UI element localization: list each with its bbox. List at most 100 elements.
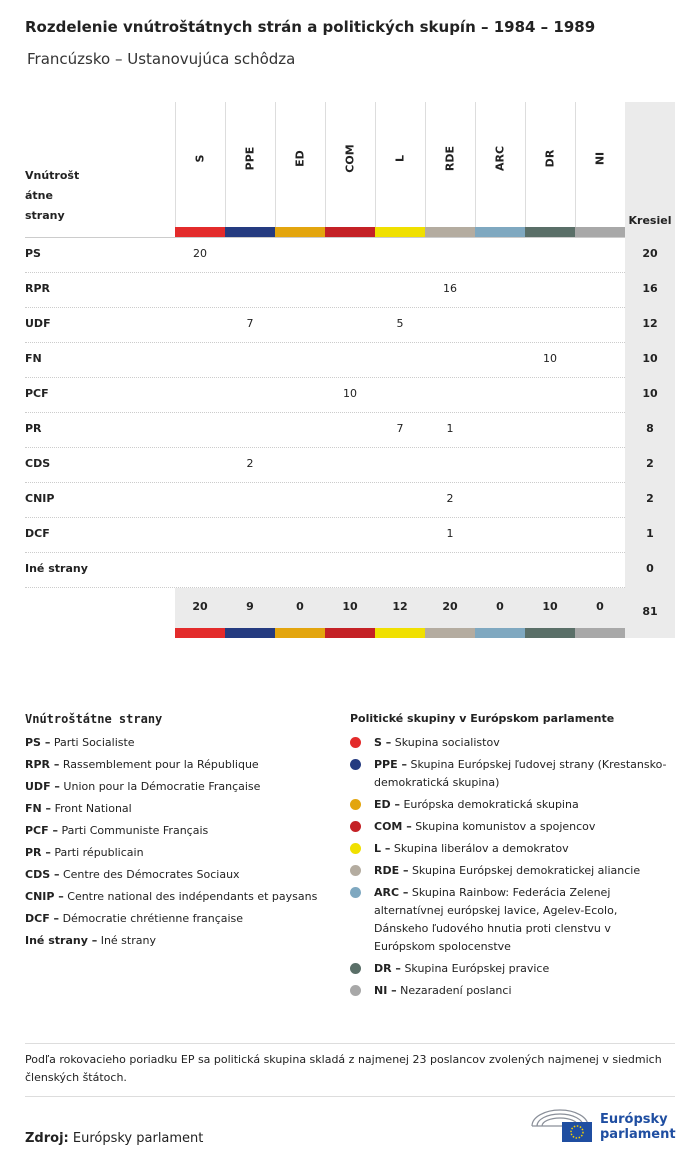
row-total: 0 — [646, 562, 654, 575]
subtitle: Francúzsko – Ustanovujúca schôdza — [27, 50, 296, 68]
legend-name: Rassemblement pour la République — [62, 758, 259, 771]
cell: 10 — [343, 387, 357, 400]
row-total: 8 — [646, 422, 654, 435]
legend-abbr: RPR – — [25, 758, 60, 771]
totals-row-bg — [175, 588, 625, 628]
color-bar — [325, 227, 375, 237]
row-total: 10 — [642, 387, 658, 400]
column-divider — [325, 102, 326, 227]
legend-abbr: CNIP – — [25, 890, 64, 903]
legend-name: Skupina Európskej pravice — [404, 962, 550, 975]
column-total: 0 — [496, 600, 504, 613]
cell: 1 — [446, 422, 454, 435]
legend-name: Skupina Európskej demokratickej aliancie — [411, 864, 641, 877]
legend-name: Skupina liberálov a demokratov — [393, 842, 569, 855]
source-text: Európsky parlament — [72, 1131, 204, 1146]
row-line — [25, 377, 625, 378]
column-header: DR — [543, 149, 557, 168]
cell: 7 — [396, 422, 404, 435]
column-total: 9 — [246, 600, 254, 613]
legend-abbr: PCF – — [25, 824, 58, 837]
color-bar — [475, 227, 525, 237]
column-total: 10 — [342, 600, 358, 613]
cell: 2 — [246, 457, 254, 470]
legend-abbr: S – — [374, 736, 392, 749]
column-total: 10 — [542, 600, 558, 613]
legend-abbr: NI – — [374, 984, 397, 997]
color-bar — [375, 227, 425, 237]
legend-name: Skupina komunistov a spojencov — [415, 820, 596, 833]
legend-item: ED – Európska demokratická skupina — [350, 796, 675, 814]
legend-abbr: Iné strany – — [25, 934, 98, 947]
column-header: NI — [593, 151, 607, 166]
row-line — [25, 552, 625, 553]
legend-abbr: DR – — [374, 962, 401, 975]
color-bar — [225, 227, 275, 237]
logo-line: Európsky — [600, 1112, 668, 1127]
legend-dot — [350, 865, 361, 876]
color-bar — [275, 628, 325, 638]
color-bar — [375, 628, 425, 638]
row-total: 2 — [646, 457, 654, 470]
column-header: ARC — [493, 145, 507, 172]
legend-item: DR – Skupina Európskej pravice — [350, 960, 675, 978]
grand-total: 81 — [642, 605, 658, 618]
column-total: 20 — [442, 600, 458, 613]
row-total: 1 — [646, 527, 654, 540]
legend-abbr: PPE – — [374, 758, 407, 771]
column-header: COM — [343, 144, 357, 173]
legend-title: Politické skupiny v Európskom parlamente — [350, 712, 615, 725]
national-legend: Vnútroštátne strany PS – Parti Socialist… — [25, 710, 335, 954]
row-line — [25, 307, 625, 308]
legend-item: CNIP – Centre national des indépendants … — [25, 888, 335, 906]
divider — [25, 1096, 675, 1097]
cell: 5 — [396, 317, 404, 330]
legend-name: Nezaradení poslanci — [400, 984, 512, 997]
column-header: ED — [293, 150, 307, 167]
legend-item: PR – Parti républicain — [25, 844, 335, 862]
legend-name: Front National — [54, 802, 132, 815]
cell: 2 — [446, 492, 454, 505]
column-divider — [175, 102, 176, 227]
cell: 16 — [443, 282, 457, 295]
legend-abbr: DCF – — [25, 912, 60, 925]
legend-name: Parti républicain — [54, 846, 144, 859]
legend-name: Démocratie chrétienne française — [62, 912, 244, 925]
legend-name: Iné strany — [100, 934, 156, 947]
legend-abbr: ARC – — [374, 886, 409, 899]
legend-item: Iné strany – Iné strany — [25, 932, 335, 950]
column-total: 0 — [296, 600, 304, 613]
legend-name: Centre national des indépendants et pays… — [67, 890, 318, 903]
column-total: 12 — [392, 600, 408, 613]
legend-item: L – Skupina liberálov a demokratov — [350, 840, 675, 858]
note: Podľa rokovacieho poriadku EP sa politic… — [25, 1053, 662, 1084]
total-column-bg — [625, 102, 675, 638]
title: Rozdelenie vnútroštátnych strán a politi… — [25, 18, 596, 36]
legend-name: Skupina Rainbow: Federácia Zelenej alter… — [374, 886, 618, 953]
row-label: CDS — [25, 457, 51, 470]
legend-dot — [350, 985, 361, 996]
row-label: Iné strany — [25, 562, 88, 575]
column-divider — [575, 102, 576, 227]
row-header: Vnútroštátne strany — [25, 169, 80, 222]
group-legend: Politické skupiny v Európskom parlamente… — [350, 710, 675, 1004]
source-label: Zdroj: — [25, 1131, 69, 1146]
legend-dot — [350, 737, 361, 748]
legend-abbr: PR – — [25, 846, 51, 859]
row-line — [25, 517, 625, 518]
legend-dot — [350, 759, 361, 770]
row-label: CNIP — [25, 492, 55, 505]
legend-abbr: ED – — [374, 798, 400, 811]
legend-name: Centre des Démocrates Sociaux — [62, 868, 240, 881]
legend-name: Parti Communiste Français — [61, 824, 209, 837]
column-header: RDE — [443, 145, 457, 172]
legend-abbr: COM – — [374, 820, 412, 833]
legend-abbr: UDF – — [25, 780, 60, 793]
total-header: Kresiel — [628, 214, 672, 227]
column-header: PPE — [243, 146, 257, 171]
row-total: 10 — [642, 352, 658, 365]
legend-dot — [350, 963, 361, 974]
cell: 7 — [246, 317, 254, 330]
legend-dot — [350, 821, 361, 832]
row-line — [25, 342, 625, 343]
